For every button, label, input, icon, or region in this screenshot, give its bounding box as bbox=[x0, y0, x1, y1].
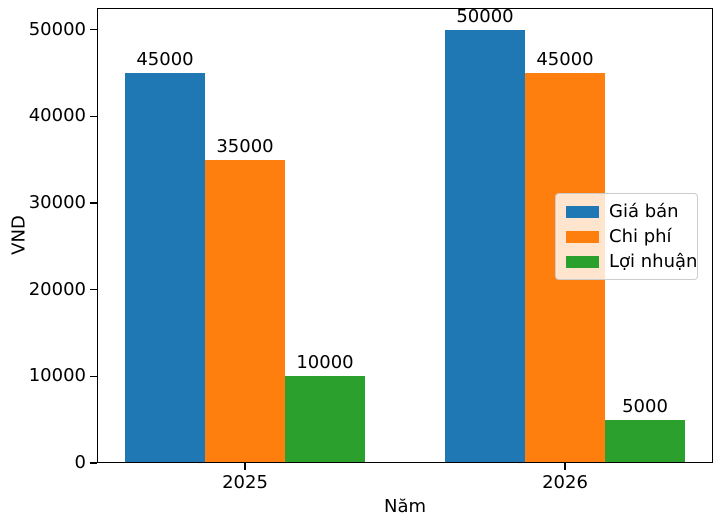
bar bbox=[205, 159, 285, 463]
y-axis-label: VND bbox=[8, 215, 30, 255]
y-tick-mark bbox=[90, 28, 97, 31]
legend-item: Giá bán bbox=[566, 202, 687, 221]
bar-value-label: 45000 bbox=[136, 49, 194, 70]
bar-value-label: 45000 bbox=[536, 49, 594, 70]
y-tick-mark bbox=[90, 462, 97, 464]
legend-swatch-loi-nhuan bbox=[566, 255, 599, 268]
legend-item: Lợi nhuận bbox=[566, 252, 697, 271]
x-tick-mark bbox=[564, 463, 566, 470]
x-tick-label: 2026 bbox=[542, 472, 588, 493]
bar-value-label: 5000 bbox=[622, 395, 668, 417]
legend-label: Chi phí bbox=[609, 226, 672, 247]
bar-value-label: 35000 bbox=[216, 135, 274, 157]
legend: Giá bán Chi phí Lợi nhuận bbox=[555, 193, 698, 280]
y-tick-mark bbox=[90, 115, 97, 118]
legend-swatch-chi-phi bbox=[566, 230, 599, 243]
legend-label: Lợi nhuận bbox=[609, 251, 698, 272]
bar bbox=[605, 419, 685, 463]
bar-value-label: 50000 bbox=[456, 5, 514, 27]
bar-value-label: 10000 bbox=[296, 352, 354, 374]
y-tick-mark bbox=[90, 375, 97, 378]
y-tick-mark bbox=[90, 288, 97, 291]
y-tick-label: 30000 bbox=[28, 192, 86, 213]
x-axis-label: Năm bbox=[383, 496, 427, 517]
y-tick-label: 40000 bbox=[28, 105, 86, 127]
x-tick-mark bbox=[244, 463, 246, 470]
x-tick-label: 2025 bbox=[222, 472, 268, 493]
bar bbox=[285, 376, 365, 463]
y-tick-label: 0 bbox=[74, 452, 86, 473]
legend-label: Giá bán bbox=[609, 201, 679, 222]
bar bbox=[445, 29, 525, 463]
y-tick-label: 20000 bbox=[28, 278, 86, 300]
legend-item: Chi phí bbox=[566, 227, 687, 246]
bar bbox=[125, 73, 205, 463]
legend-swatch-gia-ban bbox=[566, 205, 599, 218]
y-tick-mark bbox=[90, 202, 97, 204]
y-tick-label: 50000 bbox=[28, 18, 86, 40]
y-tick-label: 10000 bbox=[28, 365, 86, 387]
